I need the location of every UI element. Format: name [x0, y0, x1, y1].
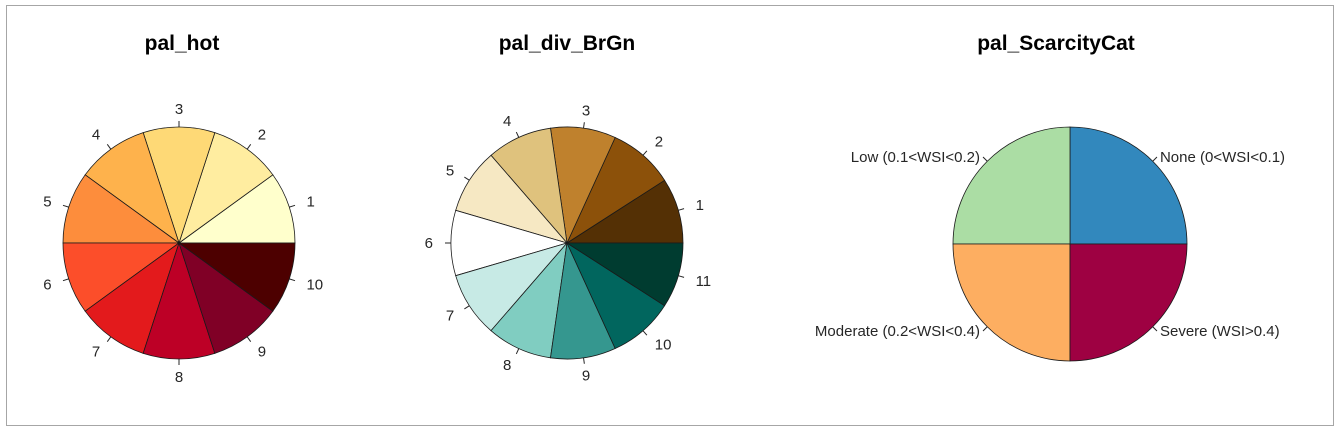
- chart-title: pal_div_BrGn: [498, 32, 636, 55]
- label-tick: [464, 305, 470, 310]
- slice-label: 2: [655, 134, 663, 151]
- slice-label: 6: [43, 276, 51, 293]
- label-tick: [982, 156, 988, 162]
- label-tick: [982, 326, 988, 332]
- label-tick: [515, 348, 520, 355]
- slice-label: 4: [503, 113, 511, 130]
- label-tick: [583, 122, 585, 129]
- slice-label: 9: [582, 368, 590, 385]
- slice-label: 7: [446, 307, 454, 324]
- label-tick: [678, 275, 685, 278]
- figure-frame: pal_hot 1 2 3 4 5 6 7 8 9 10 pal_div_BrGn 1 2 3 4 5 6 7…: [6, 5, 1334, 426]
- label-tick: [642, 150, 648, 156]
- pie-slice-severe-wsi-0-4: [1069, 243, 1188, 362]
- pie-slice-7: [84, 241, 180, 354]
- slice-label: 10: [655, 336, 672, 353]
- pie-slice-none-0-wsi-0-1: [1069, 126, 1188, 245]
- pie-slice-1: [177, 174, 296, 244]
- slice-label: 3: [175, 101, 183, 118]
- slice-label: 1: [306, 194, 314, 211]
- label-tick: [289, 204, 296, 208]
- label-tick: [464, 176, 470, 181]
- pie-slice-low-0-1-wsi-0-2: [952, 126, 1071, 245]
- label-tick: [106, 336, 112, 342]
- slice-label: 10: [306, 276, 323, 293]
- pie-slice-6: [62, 242, 181, 312]
- label-tick: [62, 204, 69, 208]
- slice-label: 8: [503, 357, 511, 374]
- slice-label: Severe (WSI>0.4): [1160, 323, 1280, 340]
- slice-label: 2: [258, 127, 266, 144]
- pie-slice-9: [178, 241, 274, 354]
- slice-label: 8: [175, 369, 183, 386]
- slice-label: 3: [582, 102, 590, 119]
- pie-chart-pal-div-brgn: 1 2 3 4 5 6 7 8 9 10 11: [425, 102, 712, 385]
- slice-label: Moderate (0.2<WSI<0.4): [815, 323, 980, 340]
- label-tick: [583, 357, 585, 364]
- pie-slice-5: [62, 174, 181, 244]
- slice-label: 5: [43, 194, 51, 211]
- slice-label: 4: [92, 127, 100, 144]
- label-tick: [62, 278, 69, 282]
- label-tick: [678, 208, 685, 211]
- slice-label: 5: [446, 163, 454, 180]
- label-tick: [289, 278, 296, 282]
- pie-slice-2: [178, 132, 274, 245]
- label-tick: [1152, 326, 1158, 332]
- slice-label: 9: [258, 343, 266, 360]
- slice-label: 6: [425, 235, 433, 252]
- label-tick: [642, 330, 648, 336]
- slice-label: 7: [92, 343, 100, 360]
- pie-slice-moderate-0-2-wsi-0-4: [952, 243, 1071, 362]
- slice-label: None (0<WSI<0.1): [1160, 149, 1285, 166]
- pie-slice-11: [565, 242, 684, 307]
- pie-slice-3: [142, 126, 216, 245]
- chart-title: pal_ScarcityCat: [977, 32, 1135, 55]
- pie-panel-pal-hot: pal_hot 1 2 3 4 5 6 7 8 9 10: [7, 6, 357, 427]
- label-tick: [515, 131, 520, 138]
- pie-slice-10: [177, 242, 296, 312]
- chart-title: pal_hot: [144, 32, 220, 55]
- pie-chart-pal-hot: 1 2 3 4 5 6 7 8 9 10: [43, 101, 323, 386]
- pie-chart-pal-scarcitycat: None (0<WSI<0.1) Low (0.1<WSI<0.2) Moderat…: [815, 126, 1285, 362]
- pie-panel-pal-scarcitycat: pal_ScarcityCat None (0<WSI<0.1) Low (0.1…: [777, 6, 1335, 427]
- label-tick: [106, 144, 112, 150]
- slice-label: 1: [696, 197, 704, 214]
- pie-panel-pal-div-brgn: pal_div_BrGn 1 2 3 4 5 6 7 8 9 10 11: [357, 6, 777, 427]
- slice-label: 11: [696, 273, 712, 290]
- label-tick: [246, 144, 252, 150]
- slice-label: Low (0.1<WSI<0.2): [851, 149, 980, 166]
- label-tick: [1152, 156, 1158, 162]
- pie-slice-4: [84, 132, 180, 245]
- pie-slice-8: [142, 241, 216, 360]
- label-tick: [246, 336, 252, 342]
